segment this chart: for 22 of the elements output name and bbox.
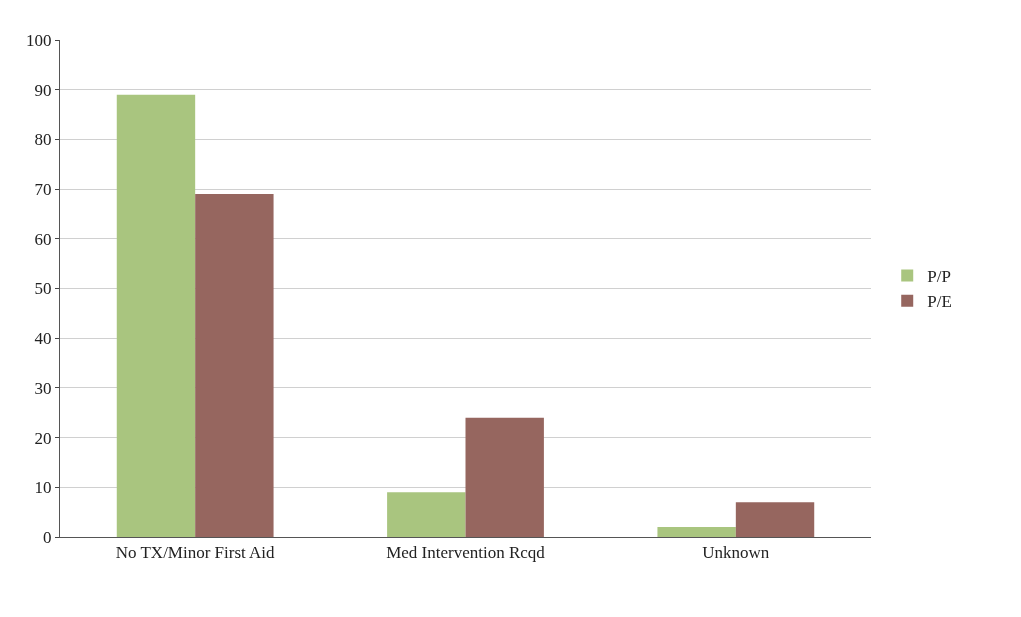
y-tick-label: 90 bbox=[34, 80, 52, 100]
y-tick-label: 40 bbox=[34, 329, 52, 349]
legend-label: P/E bbox=[927, 292, 952, 312]
bar bbox=[657, 527, 736, 537]
y-tick-label: 20 bbox=[34, 428, 52, 448]
x-tick-label: Unknown bbox=[702, 543, 770, 563]
bar bbox=[735, 502, 815, 537]
bar bbox=[195, 194, 274, 537]
y-tick-label: 30 bbox=[34, 378, 52, 398]
bar bbox=[465, 417, 544, 537]
bar bbox=[116, 94, 196, 537]
y-tick-label: 50 bbox=[34, 279, 52, 299]
bar bbox=[387, 492, 466, 537]
legend-label: P/P bbox=[927, 267, 951, 287]
y-tick-label: 10 bbox=[34, 478, 52, 498]
x-tick-label: Med Intervention Rcqd bbox=[386, 543, 546, 563]
y-tick-label: 100 bbox=[26, 30, 52, 50]
y-tick-label: 70 bbox=[34, 180, 52, 200]
y-tick-label: 0 bbox=[43, 527, 52, 547]
y-tick-label: 60 bbox=[34, 229, 52, 249]
y-tick-label: 80 bbox=[34, 130, 52, 150]
x-tick-label: No TX/Minor First Aid bbox=[115, 543, 276, 563]
